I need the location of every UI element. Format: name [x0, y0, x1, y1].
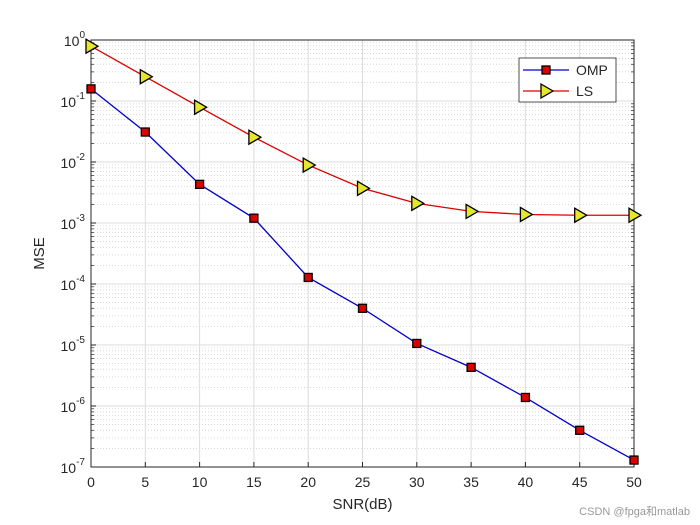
x-tick-label: 50	[626, 474, 642, 490]
y-tick-label: 10-5	[61, 335, 86, 354]
y-tick-label: 10-3	[61, 213, 86, 232]
triangle-marker	[574, 207, 588, 224]
y-axis-label: MSE	[31, 237, 48, 270]
x-tick-label: 45	[572, 474, 588, 490]
watermark: CSDN @fpga和matlab	[579, 506, 690, 518]
y-tick-label: 10-7	[61, 457, 86, 476]
x-tick-label: 0	[87, 474, 95, 490]
triangle-marker	[519, 206, 534, 223]
x-tick-label: 40	[518, 474, 534, 490]
x-tick-label: 10	[192, 474, 208, 490]
x-tick-label: 30	[409, 474, 425, 490]
legend: OMP LS	[518, 57, 617, 103]
legend-box	[518, 57, 617, 103]
square-marker	[357, 303, 368, 313]
square-marker	[629, 455, 639, 465]
square-marker	[140, 127, 150, 137]
triangle-marker	[193, 99, 208, 116]
triangle-marker	[85, 38, 100, 55]
y-tick-label: 10-4	[61, 274, 86, 293]
x-tick-label: 20	[300, 474, 316, 490]
series-ls	[85, 38, 643, 224]
y-tick-label: 10-2	[61, 152, 86, 171]
triangle-marker	[302, 156, 317, 174]
legend-label: OMP	[576, 62, 608, 78]
x-tick-label: 25	[355, 474, 371, 490]
triangle-marker	[411, 195, 426, 212]
x-tick-label: 5	[141, 474, 149, 490]
square-marker	[520, 392, 531, 403]
square-marker	[86, 84, 96, 94]
series-omp	[86, 84, 639, 465]
triangle-marker	[465, 203, 480, 220]
legend-label: LS	[576, 83, 593, 99]
triangle-marker	[248, 129, 263, 146]
y-tick-label: 10-1	[61, 91, 86, 110]
y-tick-label: 10-6	[61, 396, 86, 415]
square-marker	[412, 338, 422, 349]
square-marker	[541, 65, 551, 75]
square-marker	[194, 179, 205, 190]
x-tick-label: 15	[246, 474, 262, 490]
square-marker	[466, 362, 476, 373]
x-axis-label: SNR(dB)	[332, 496, 392, 513]
x-tick-label: 35	[463, 474, 479, 490]
square-marker	[575, 425, 585, 435]
y-tick-label: 100	[64, 30, 86, 49]
triangle-marker	[540, 82, 555, 100]
triangle-marker	[139, 68, 154, 85]
square-marker	[303, 272, 313, 283]
triangle-marker	[356, 180, 371, 197]
square-marker	[249, 213, 259, 223]
triangle-marker	[628, 207, 643, 224]
